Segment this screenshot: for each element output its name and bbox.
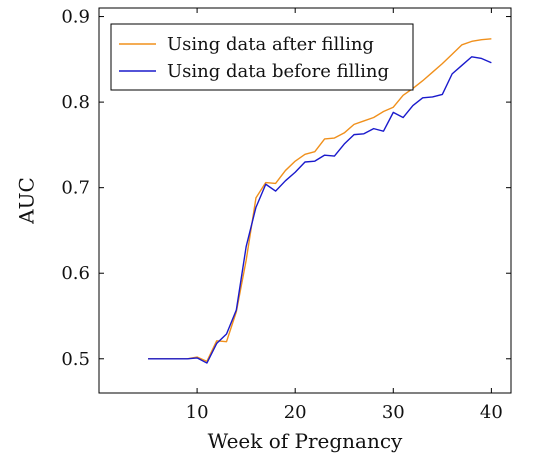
plot-frame: [98, 7, 512, 394]
series-line-1: [148, 38, 492, 363]
axes-layer: 10 20 30 40 0.5 0.6 0.7 0.8 0.9: [61, 7, 511, 423]
x-tick-label: 10: [186, 402, 209, 423]
y-axis-title: AUC: [15, 177, 39, 225]
x-tick-label: 30: [382, 402, 405, 423]
series-line-2: [148, 56, 492, 364]
plot-area: [98, 7, 512, 394]
y-tick-label: 0.8: [61, 92, 90, 113]
legend: Using data after filling Using data befor…: [110, 23, 414, 91]
x-tick-label: 40: [480, 402, 503, 423]
y-tick-label: 0.7: [61, 178, 90, 199]
y-tick-label: 0.9: [61, 7, 90, 28]
series-layer: [148, 38, 492, 364]
legend-box: [110, 23, 414, 91]
y-tick-label: 0.6: [61, 263, 90, 284]
x-axis-title: Week of Pregnancy: [208, 429, 403, 453]
legend-label-1: Using data after filling: [167, 34, 374, 55]
y-tick-label: 0.5: [61, 349, 90, 370]
legend-label-2: Using data before filling: [167, 61, 389, 82]
x-tick-label: 20: [284, 402, 307, 423]
